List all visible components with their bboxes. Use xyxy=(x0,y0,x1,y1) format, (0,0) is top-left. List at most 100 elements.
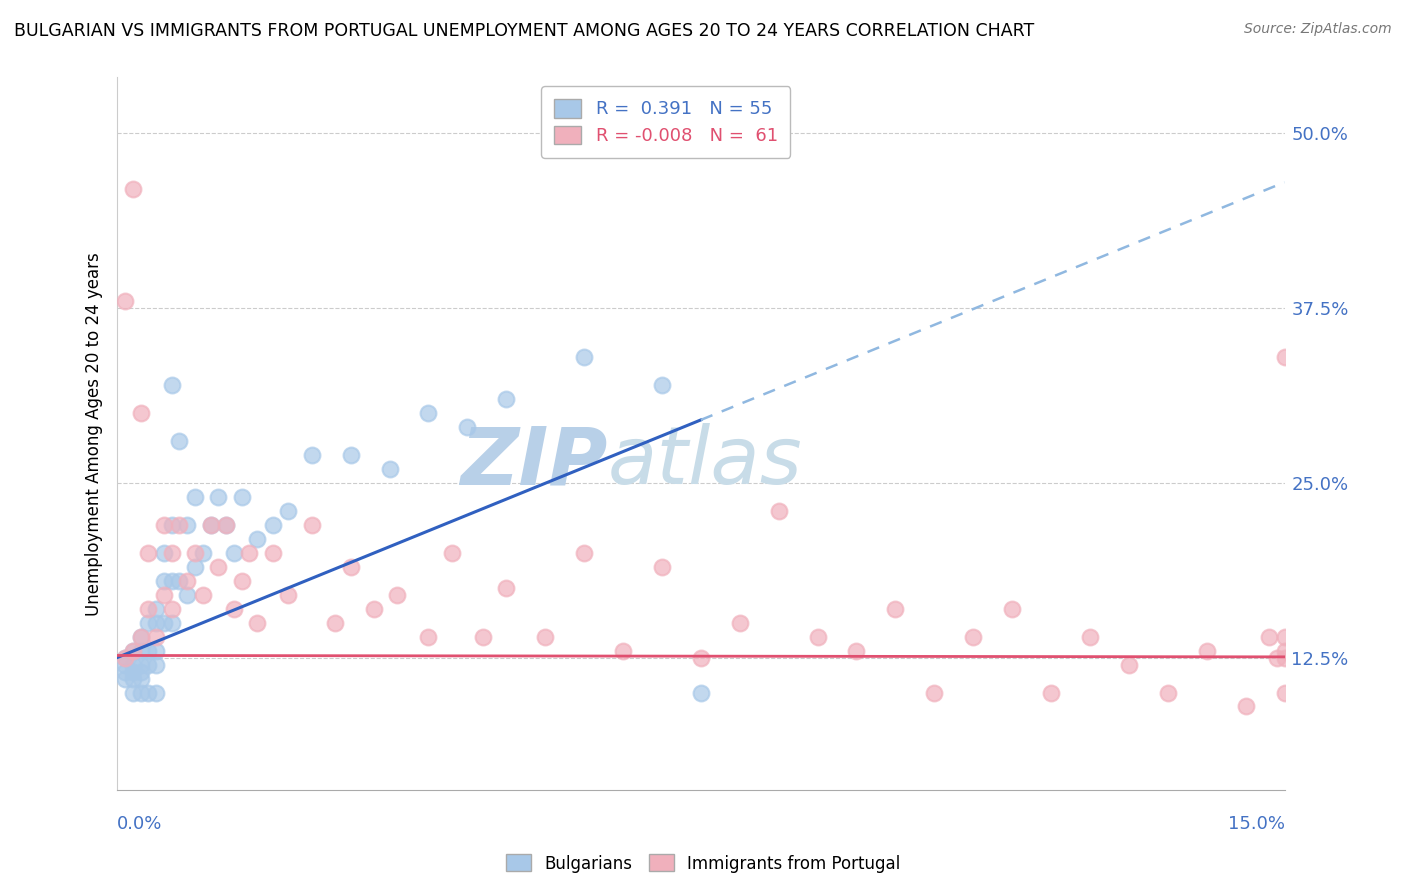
Point xyxy=(207,490,229,504)
Point xyxy=(153,546,176,560)
Point xyxy=(169,517,191,532)
Point xyxy=(114,294,136,309)
Y-axis label: Unemployment Among Ages 20 to 24 years: Unemployment Among Ages 20 to 24 years xyxy=(86,252,103,615)
Point xyxy=(200,517,222,532)
Point xyxy=(215,517,238,532)
Point xyxy=(121,672,143,686)
Point xyxy=(246,615,269,630)
Point xyxy=(184,546,207,560)
Legend: Bulgarians, Immigrants from Portugal: Bulgarians, Immigrants from Portugal xyxy=(499,847,907,880)
Point xyxy=(145,643,167,657)
Point xyxy=(129,665,152,679)
Point xyxy=(1118,657,1140,672)
Point xyxy=(114,672,136,686)
Point xyxy=(689,650,711,665)
Point xyxy=(145,630,167,644)
Point xyxy=(471,630,494,644)
Point xyxy=(378,462,401,476)
Point xyxy=(129,643,152,657)
Point xyxy=(121,657,143,672)
Point xyxy=(191,588,214,602)
Point xyxy=(160,517,183,532)
Point xyxy=(238,546,260,560)
Point xyxy=(121,685,143,699)
Point xyxy=(1274,685,1296,699)
Point xyxy=(145,685,167,699)
Point xyxy=(145,601,167,615)
Point xyxy=(495,392,517,406)
Text: ZIP: ZIP xyxy=(460,424,607,501)
Point xyxy=(1265,650,1288,665)
Point xyxy=(153,574,176,588)
Point xyxy=(231,574,253,588)
Point xyxy=(651,378,673,392)
Point xyxy=(277,588,299,602)
Point xyxy=(387,588,409,602)
Point xyxy=(418,406,440,420)
Point xyxy=(176,574,198,588)
Point xyxy=(184,559,207,574)
Text: 15.0%: 15.0% xyxy=(1227,815,1285,833)
Point xyxy=(153,517,176,532)
Point xyxy=(160,378,183,392)
Point xyxy=(129,630,152,644)
Point xyxy=(962,630,984,644)
Point xyxy=(277,504,299,518)
Point xyxy=(153,615,176,630)
Point xyxy=(160,601,183,615)
Point xyxy=(572,350,595,364)
Point xyxy=(114,650,136,665)
Text: 0.0%: 0.0% xyxy=(117,815,163,833)
Point xyxy=(169,434,191,448)
Point xyxy=(145,657,167,672)
Point xyxy=(136,615,159,630)
Point xyxy=(418,630,440,644)
Point xyxy=(262,517,284,532)
Point xyxy=(176,588,198,602)
Point xyxy=(200,517,222,532)
Point xyxy=(129,685,152,699)
Point xyxy=(323,615,346,630)
Point xyxy=(651,559,673,574)
Point xyxy=(136,643,159,657)
Point xyxy=(222,601,245,615)
Point xyxy=(456,420,478,434)
Point xyxy=(262,546,284,560)
Point xyxy=(136,685,159,699)
Point xyxy=(145,615,167,630)
Point xyxy=(114,665,136,679)
Point xyxy=(768,504,790,518)
Point xyxy=(160,615,183,630)
Text: Source: ZipAtlas.com: Source: ZipAtlas.com xyxy=(1244,22,1392,37)
Point xyxy=(114,657,136,672)
Point xyxy=(129,406,152,420)
Point xyxy=(1040,685,1063,699)
Point xyxy=(121,643,143,657)
Point xyxy=(689,685,711,699)
Point xyxy=(222,546,245,560)
Point xyxy=(1274,643,1296,657)
Point xyxy=(121,182,143,196)
Point xyxy=(924,685,946,699)
Point xyxy=(114,650,136,665)
Point xyxy=(129,672,152,686)
Text: atlas: atlas xyxy=(607,424,803,501)
Point xyxy=(129,630,152,644)
Point xyxy=(884,601,907,615)
Point xyxy=(153,588,176,602)
Point xyxy=(728,615,751,630)
Point xyxy=(121,665,143,679)
Point xyxy=(215,517,238,532)
Point xyxy=(301,517,323,532)
Point xyxy=(160,546,183,560)
Point xyxy=(176,517,198,532)
Point xyxy=(246,532,269,546)
Point xyxy=(339,559,361,574)
Point xyxy=(495,581,517,595)
Point xyxy=(1274,350,1296,364)
Point xyxy=(191,546,214,560)
Point xyxy=(806,630,828,644)
Point xyxy=(363,601,385,615)
Point xyxy=(136,546,159,560)
Point xyxy=(207,559,229,574)
